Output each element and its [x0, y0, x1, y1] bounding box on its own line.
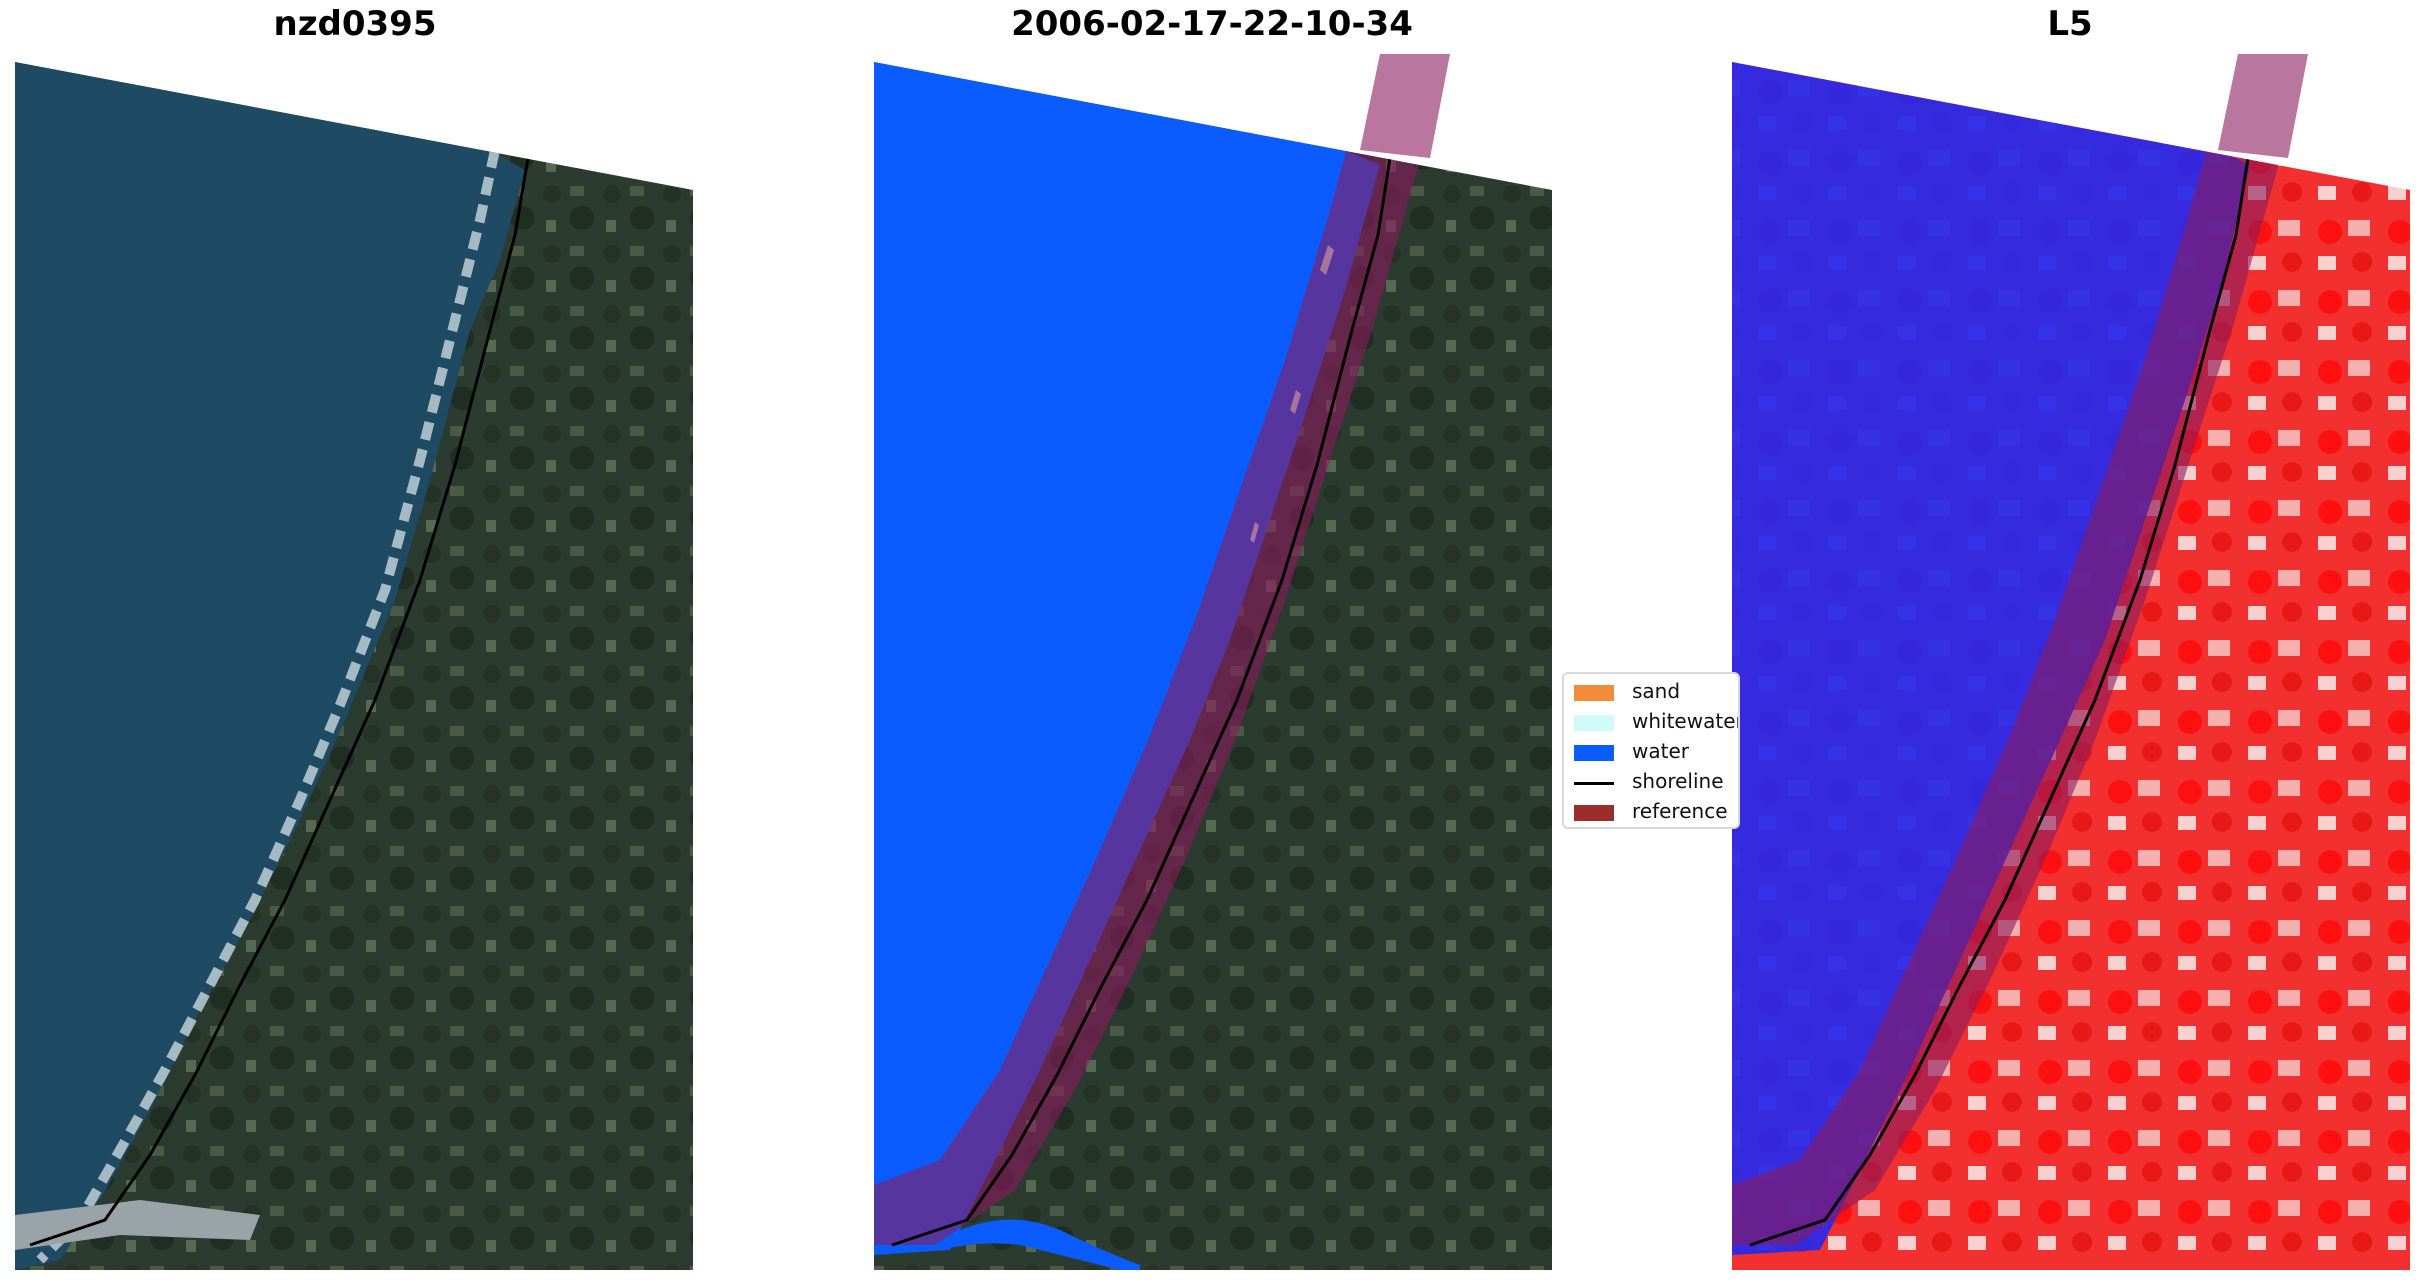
legend-label: shoreline	[1632, 769, 1724, 793]
shoreline-line-swatch	[1574, 782, 1614, 785]
reference-band-2	[874, 62, 1450, 1245]
water-class-area	[874, 62, 1380, 1255]
reference-swatch	[1574, 805, 1614, 821]
shoreline-index	[1749, 157, 2250, 1247]
legend-item-reference: reference	[1564, 798, 1738, 827]
water-swatch	[1574, 745, 1614, 761]
legend-label: sand	[1632, 679, 1681, 703]
river-water-class	[940, 1219, 1140, 1270]
panel-title-index: L5	[2047, 4, 2093, 44]
legend-label: water	[1632, 739, 1689, 763]
legend-label: reference	[1632, 799, 1728, 823]
reference-band-3	[1732, 62, 2308, 1245]
surf-zone	[36, 148, 500, 1264]
panel-title-rgb: nzd0395	[273, 4, 437, 44]
legend-item-shoreline: shoreline	[1564, 768, 1738, 798]
reference-band-2-top	[1360, 54, 1450, 158]
ocean-area	[15, 62, 525, 1270]
legend-label: whitewater	[1632, 709, 1740, 733]
whitewater-swatch	[1574, 715, 1614, 731]
legend: sand whitewater water shoreline referenc…	[1562, 672, 1740, 829]
legend-item-water: water	[1564, 738, 1738, 768]
reference-band-3-top	[2218, 54, 2308, 158]
legend-item-sand: sand	[1564, 678, 1738, 708]
sand-swatch	[1574, 685, 1614, 701]
shoreline-classified	[891, 157, 1392, 1247]
river-mouth	[15, 1200, 260, 1250]
index-water-area	[1732, 62, 2250, 1255]
legend-item-whitewater: whitewater	[1564, 708, 1738, 738]
panel-title-classified: 2006-02-17-22-10-34	[1011, 4, 1413, 44]
shoreline-rgb	[29, 157, 530, 1247]
